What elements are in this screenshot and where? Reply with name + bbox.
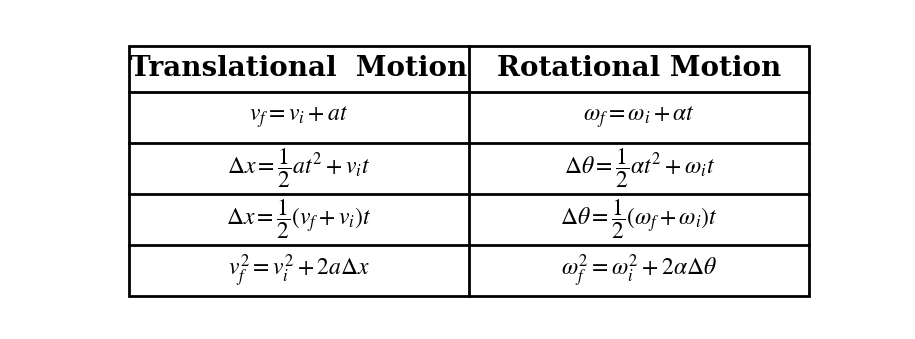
Text: Translational  Motion: Translational Motion [130, 55, 468, 82]
Text: $v_f^2 = v_i^2 + 2a\Delta x$: $v_f^2 = v_i^2 + 2a\Delta x$ [228, 253, 370, 289]
Text: $\omega_f = \omega_i + \alpha t$: $\omega_f = \omega_i + \alpha t$ [583, 104, 695, 130]
Text: $v_f = v_i + at$: $v_f = v_i + at$ [249, 104, 349, 130]
Text: $\Delta\theta = \dfrac{1}{2}\alpha t^2 + \omega_i t$: $\Delta\theta = \dfrac{1}{2}\alpha t^2 +… [564, 147, 715, 190]
Text: $\Delta x = \dfrac{1}{2}\left(v_f + v_i\right)t$: $\Delta x = \dfrac{1}{2}\left(v_f + v_i\… [226, 198, 371, 241]
Text: Rotational Motion: Rotational Motion [497, 55, 781, 82]
Text: $\omega_f^2 = \omega_i^2 + 2\alpha\Delta\theta$: $\omega_f^2 = \omega_i^2 + 2\alpha\Delta… [561, 253, 717, 289]
Text: $\Delta x = \dfrac{1}{2}at^2 + v_i t$: $\Delta x = \dfrac{1}{2}at^2 + v_i t$ [227, 147, 371, 190]
Text: $\Delta\theta = \dfrac{1}{2}\left(\omega_f + \omega_i\right)t$: $\Delta\theta = \dfrac{1}{2}\left(\omega… [560, 198, 718, 241]
